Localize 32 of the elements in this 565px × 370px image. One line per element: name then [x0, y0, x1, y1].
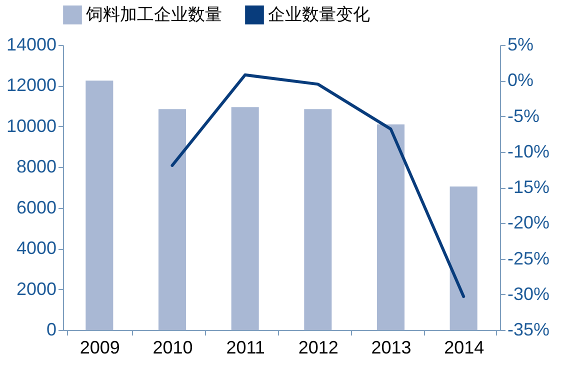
y-tick-label: 10000	[6, 116, 56, 136]
y-tick-label: 4000	[16, 238, 56, 258]
y2-tick-label: -35%	[508, 320, 550, 340]
y-tick-label: 14000	[6, 34, 56, 54]
y2-tick-label: -10%	[508, 141, 550, 162]
y2-tick-label: -25%	[508, 248, 550, 268]
x-tick-label: 2012	[298, 338, 338, 358]
x-tick-label: 2014	[444, 338, 484, 358]
bar	[158, 109, 186, 330]
y-tick-label: 6000	[16, 197, 56, 218]
y-tick-label: 2000	[16, 278, 56, 299]
y-tick-label: 8000	[16, 156, 56, 177]
y2-tick-label: -15%	[508, 177, 550, 197]
bar	[86, 80, 114, 330]
y2-tick-label: -5%	[508, 106, 540, 126]
x-tick-label: 2009	[80, 338, 120, 358]
y-tick-label: 0	[46, 320, 56, 340]
bar	[231, 107, 259, 330]
y2-tick-label: -30%	[508, 284, 550, 304]
line-series	[170, 73, 466, 298]
x-tick-label: 2013	[371, 338, 412, 358]
legend-label: 企业数量变化	[268, 4, 370, 24]
bar	[376, 124, 405, 330]
y2-tick-label: -20%	[508, 212, 550, 233]
y-tick-label: 12000	[6, 75, 56, 96]
x-tick-label: 2010	[152, 338, 193, 358]
bar	[304, 109, 332, 330]
y2-tick-label: 5%	[508, 34, 534, 54]
bar	[450, 186, 478, 330]
x-tick-label: 2011	[226, 338, 265, 358]
y2-tick-label: 0%	[508, 70, 534, 90]
legend-label: 饲料加工企业数量	[85, 4, 222, 24]
